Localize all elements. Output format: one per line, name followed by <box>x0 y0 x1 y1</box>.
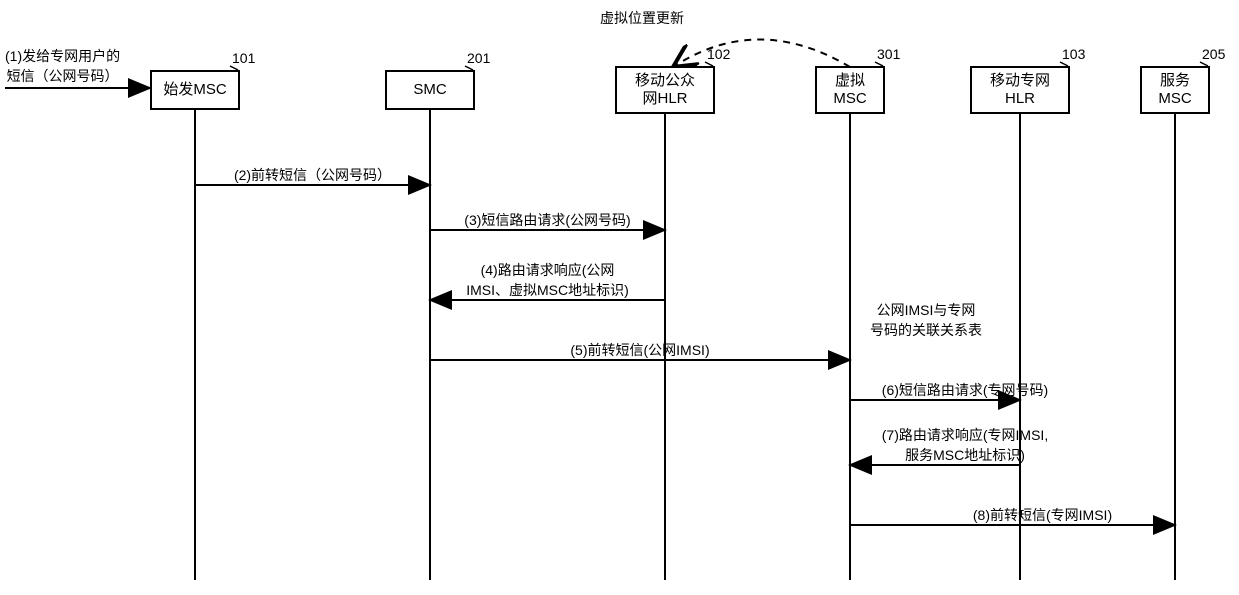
participant-id: 205 <box>1202 46 1225 62</box>
participant-label: 移动专网HLR <box>990 72 1050 108</box>
msg-label-4: (4)路由请求响应(公网 IMSI、虚拟MSC地址标识) <box>430 260 665 300</box>
side-note-line2: 号码的关联关系表 <box>870 322 982 338</box>
msg-text-line2: IMSI、虚拟MSC地址标识) <box>466 282 629 298</box>
side-note-line1: 公网IMSI与专网 <box>877 302 976 318</box>
msg-label-3: (3)短信路由请求(公网号码) <box>430 210 665 230</box>
msg-text: (5)前转短信(公网IMSI) <box>570 342 709 358</box>
participant-label: SMC <box>413 81 446 99</box>
external-msg-label: (1)发给专网用户的短信（公网号码） <box>5 46 120 86</box>
msg-text-line1: (7)路由请求响应(专网IMSI, <box>882 427 1048 443</box>
msg-label-6: (6)短信路由请求(专网号码) <box>820 380 1110 400</box>
participant-label: 始发MSC <box>163 81 226 99</box>
msg-label-7: (7)路由请求响应(专网IMSI, 服务MSC地址标识) <box>820 425 1110 465</box>
participant-id: 301 <box>877 46 900 62</box>
msg-text: (8)前转短信(专网IMSI) <box>973 507 1112 523</box>
participant-id: 102 <box>707 46 730 62</box>
participant-label: 虚拟MSC <box>833 72 866 108</box>
msg-text: (3)短信路由请求(公网号码) <box>464 212 630 228</box>
participant-serving_msc: 服务MSC <box>1140 66 1210 114</box>
msg-text-line1: (4)路由请求响应(公网 <box>481 262 615 278</box>
msg-text-line2: 服务MSC地址标识) <box>905 447 1025 463</box>
participant-origin_msc: 始发MSC <box>150 70 240 110</box>
participant-label: 移动公众网HLR <box>635 72 695 108</box>
virtual-update-label: 虚拟位置更新 <box>600 8 684 28</box>
participant-virtual_msc: 虚拟MSC <box>815 66 885 114</box>
msg-text: (2)前转短信（公网号码） <box>234 167 391 183</box>
participant-id: 101 <box>232 50 255 66</box>
participant-label: 服务MSC <box>1158 72 1191 108</box>
participant-public_hlr: 移动公众网HLR <box>615 66 715 114</box>
participant-private_hlr: 移动专网HLR <box>970 66 1070 114</box>
external-msg-line1: (1)发给专网用户的 <box>5 48 120 64</box>
msg-label-5: (5)前转短信(公网IMSI) <box>430 340 850 360</box>
msg-text: (6)短信路由请求(专网号码) <box>882 382 1048 398</box>
msg-label-8: (8)前转短信(专网IMSI) <box>820 505 1239 525</box>
participant-smc: SMC <box>385 70 475 110</box>
external-msg-line2: 短信（公网号码） <box>7 68 119 84</box>
sequence-diagram: 虚拟位置更新始发MSC 101 SMC 201 移动公众网HLR 102 虚拟MSC 301 移… <box>0 0 1239 595</box>
participant-id: 201 <box>467 50 490 66</box>
msg-label-2: (2)前转短信（公网号码） <box>195 165 430 185</box>
side-note: 公网IMSI与专网号码的关联关系表 <box>870 300 982 340</box>
participant-id: 103 <box>1062 46 1085 62</box>
